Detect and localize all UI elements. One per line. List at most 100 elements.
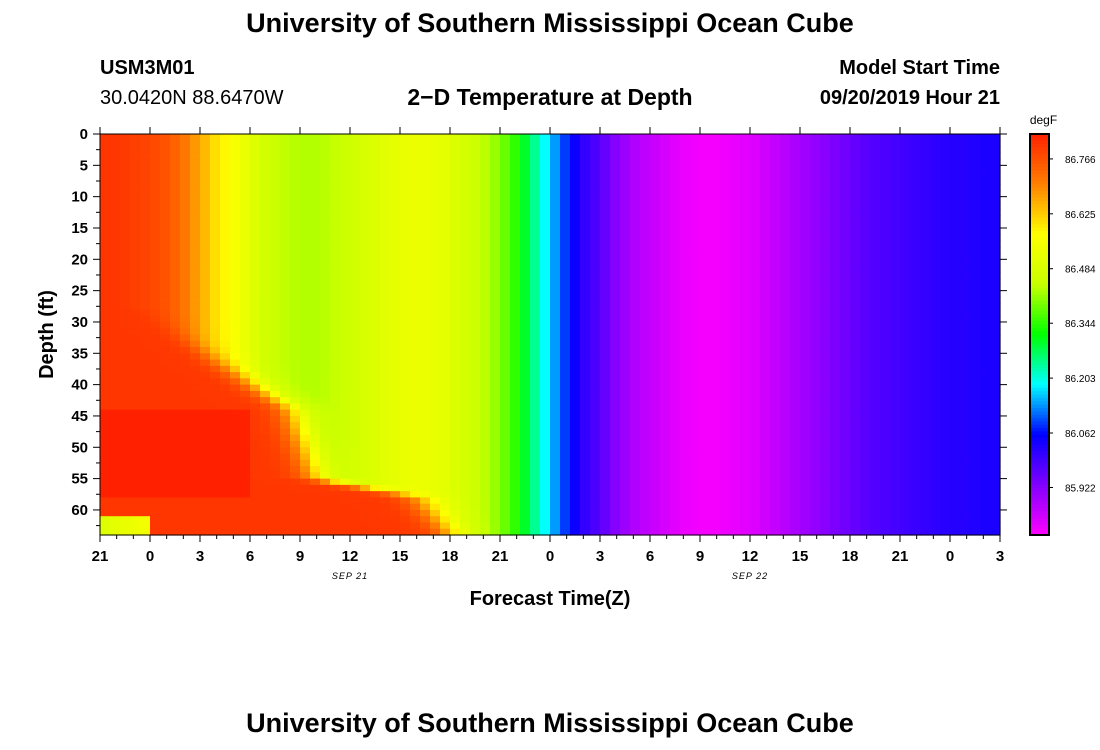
heatmap-cell	[540, 146, 551, 154]
heatmap-cell	[810, 196, 821, 204]
heatmap-cell	[670, 259, 681, 267]
heatmap-cell	[640, 296, 651, 304]
heatmap-cell	[560, 472, 571, 480]
heatmap-cell	[170, 177, 181, 185]
heatmap-cell	[580, 340, 591, 348]
heatmap-cell	[820, 328, 831, 336]
heatmap-cell	[870, 184, 881, 191]
heatmap-cell	[380, 359, 391, 367]
heatmap-cell	[830, 484, 841, 492]
heatmap-cell	[700, 491, 711, 499]
heatmap-cell	[810, 484, 821, 492]
heatmap-cell	[350, 177, 361, 185]
heatmap-cell	[210, 303, 221, 311]
heatmap-cell	[550, 146, 561, 154]
heatmap-cell	[400, 296, 411, 304]
heatmap-cell	[840, 152, 851, 160]
heatmap-cell	[200, 134, 211, 141]
heatmap-cell	[500, 415, 511, 423]
heatmap-cell	[220, 466, 231, 473]
heatmap-cell	[490, 390, 501, 398]
heatmap-cell	[480, 209, 491, 217]
heatmap-cell	[270, 434, 281, 442]
heatmap-cell	[170, 384, 181, 392]
heatmap-cell	[230, 528, 241, 536]
heatmap-cell	[310, 328, 321, 336]
heatmap-cell	[630, 259, 641, 267]
heatmap-cell	[390, 447, 401, 455]
heatmap-cell	[680, 422, 691, 430]
heatmap-cell	[810, 278, 821, 285]
heatmap-cell	[580, 353, 591, 361]
heatmap-cell	[110, 516, 121, 524]
heatmap-cell	[720, 296, 731, 304]
heatmap-cell	[490, 472, 501, 480]
heatmap-cell	[720, 353, 731, 361]
heatmap-cell	[300, 378, 311, 386]
heatmap-cell	[600, 528, 611, 536]
heatmap-cell	[870, 472, 881, 480]
heatmap-cell	[120, 491, 131, 499]
heatmap-cell	[260, 271, 271, 279]
heatmap-cell	[250, 484, 261, 492]
heatmap-cell	[460, 497, 471, 505]
heatmap-cell	[110, 234, 121, 242]
heatmap-cell	[830, 253, 841, 260]
heatmap-cell	[610, 441, 621, 448]
heatmap-cell	[210, 397, 221, 405]
heatmap-cell	[500, 447, 511, 455]
heatmap-cell	[700, 503, 711, 511]
heatmap-cell	[300, 409, 311, 417]
heatmap-cell	[840, 522, 851, 530]
heatmap-cell	[800, 271, 811, 279]
heatmap-cell	[150, 253, 161, 260]
heatmap-cell	[270, 472, 281, 480]
heatmap-cell	[700, 372, 711, 379]
heatmap-cell	[610, 422, 621, 430]
heatmap-cell	[560, 365, 571, 373]
heatmap-cell	[400, 290, 411, 298]
heatmap-cell	[450, 284, 461, 292]
heatmap-cell	[720, 441, 731, 448]
heatmap-cell	[780, 390, 791, 398]
heatmap-cell	[350, 503, 361, 511]
heatmap-cell	[830, 359, 841, 367]
heatmap-cell	[620, 215, 631, 223]
heatmap-cell	[130, 503, 141, 511]
heatmap-cell	[470, 428, 481, 436]
heatmap-cell	[760, 246, 771, 254]
heatmap-cell	[820, 397, 831, 405]
heatmap-cell	[810, 415, 821, 423]
heatmap-cell	[740, 466, 751, 473]
heatmap-cell	[270, 171, 281, 179]
heatmap-cell	[660, 397, 671, 405]
heatmap-cell	[110, 353, 121, 361]
heatmap-cell	[540, 165, 551, 173]
heatmap-cell	[620, 340, 631, 348]
heatmap-cell	[800, 152, 811, 160]
heatmap-cell	[770, 403, 781, 411]
heatmap-cell	[310, 321, 321, 329]
heatmap-cell	[510, 328, 521, 336]
heatmap-cell	[170, 528, 181, 536]
heatmap-cell	[310, 296, 321, 304]
heatmap-cell	[410, 190, 421, 198]
heatmap-cell	[320, 491, 331, 499]
heatmap-cell	[860, 246, 871, 254]
heatmap-cell	[200, 184, 211, 191]
heatmap-cell	[430, 321, 441, 329]
heatmap-cell	[260, 484, 271, 492]
heatmap-cell	[520, 484, 531, 492]
heatmap-cell	[640, 215, 651, 223]
plot-title: 2−D Temperature at Depth	[407, 84, 693, 110]
heatmap-cell	[200, 422, 211, 430]
heatmap-cell	[790, 265, 801, 273]
heatmap-cell	[140, 478, 151, 486]
heatmap-cell	[140, 372, 151, 379]
heatmap-cell	[550, 466, 561, 473]
heatmap-cell	[530, 503, 541, 511]
heatmap-cell	[520, 428, 531, 436]
heatmap-cell	[430, 140, 441, 148]
heatmap-cell	[360, 227, 371, 235]
heatmap-cell	[430, 221, 441, 229]
